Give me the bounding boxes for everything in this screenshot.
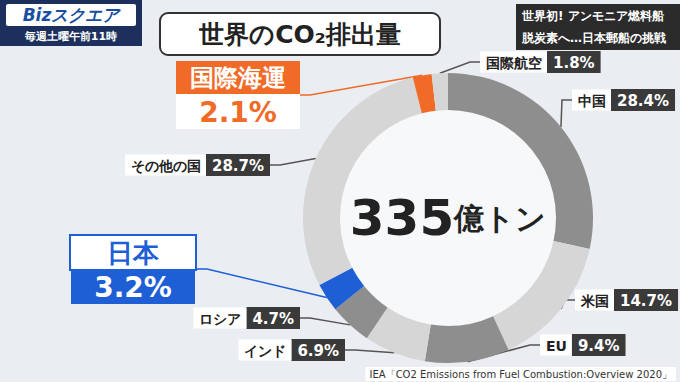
svg-text:その他の国: その他の国 [131, 158, 201, 174]
svg-text:中国: 中国 [578, 93, 606, 109]
svg-text:日本: 日本 [107, 238, 160, 268]
svg-text:4.7%: 4.7% [252, 310, 294, 328]
svg-text:脱炭素へ…日本郵船の挑戦: 脱炭素へ…日本郵船の挑戦 [521, 31, 666, 45]
svg-text:億トン: 億トン [453, 201, 546, 236]
svg-text:国際航空: 国際航空 [486, 55, 542, 71]
svg-text:EU: EU [546, 338, 567, 354]
svg-text:6.9%: 6.9% [297, 342, 339, 360]
svg-text:28.7%: 28.7% [212, 157, 264, 175]
svg-text:Bizスクエア: Bizスクエア [23, 5, 122, 25]
svg-text:世界初! アンモニア燃料船: 世界初! アンモニア燃料船 [521, 9, 664, 23]
svg-text:インド: インド [244, 343, 286, 359]
svg-text:毎週土曜午前11時: 毎週土曜午前11時 [24, 30, 117, 43]
svg-text:ロシア: ロシア [199, 311, 241, 327]
svg-text:28.4%: 28.4% [617, 92, 669, 110]
svg-text:335: 335 [350, 189, 454, 247]
svg-text:3.2%: 3.2% [94, 271, 172, 304]
svg-text:1.8%: 1.8% [553, 54, 595, 72]
svg-text:世界のCO₂排出量: 世界のCO₂排出量 [198, 20, 401, 49]
svg-text:2.1%: 2.1% [199, 96, 277, 129]
svg-text:14.7%: 14.7% [620, 292, 672, 310]
svg-text:米国: 米国 [580, 293, 609, 309]
svg-text:国際海運: 国際海運 [190, 64, 286, 92]
svg-text:IEA「CO2 Emissions from Fuel Co: IEA「CO2 Emissions from Fuel Combustion:O… [370, 369, 672, 380]
svg-text:9.4%: 9.4% [578, 337, 620, 355]
